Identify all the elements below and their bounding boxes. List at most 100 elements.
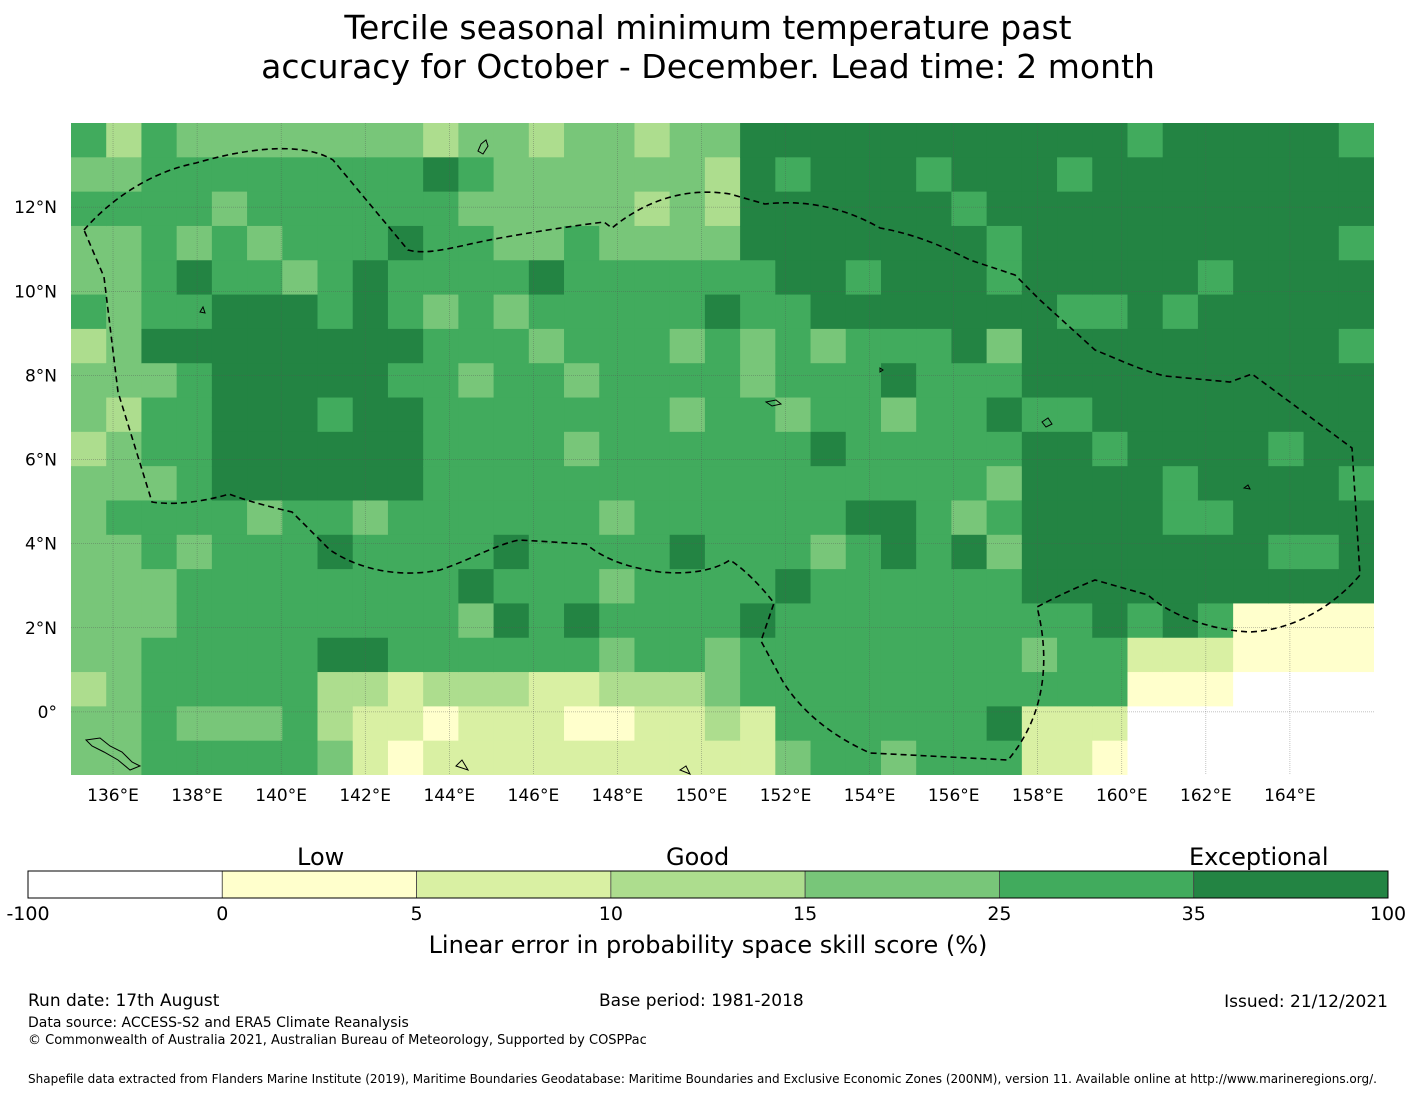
skill-cell — [669, 328, 706, 364]
skill-cell — [71, 603, 107, 639]
skill-cell — [387, 260, 424, 296]
skill-cell — [1338, 603, 1374, 639]
skill-cell — [599, 191, 636, 227]
skill-cell — [247, 534, 283, 570]
skill-cell — [564, 603, 600, 639]
skill-cell — [916, 637, 953, 673]
skill-cell — [528, 466, 565, 502]
skill-cell — [634, 328, 671, 364]
skill-cell — [282, 603, 319, 639]
skill-cell — [599, 260, 636, 296]
skill-cell — [1268, 328, 1305, 364]
skill-cell — [176, 500, 213, 536]
longitude-tick-labels: 136°E 138°E 140°E 142°E 144°E 146°E 148°E 150°E… — [87, 786, 1316, 806]
skill-cell — [634, 225, 671, 261]
skill-cell — [528, 500, 565, 536]
skill-cell — [1162, 328, 1199, 364]
skill-cell — [916, 191, 953, 227]
colorbar-swatch — [27, 870, 223, 899]
skill-cell — [1268, 603, 1305, 639]
skill-cell — [845, 363, 882, 399]
skill-cell — [1092, 397, 1129, 433]
skill-cell — [810, 294, 847, 330]
skill-cell — [352, 363, 389, 399]
skill-cell — [1303, 740, 1340, 775]
skill-cell — [317, 431, 354, 467]
skill-cell — [106, 191, 143, 227]
skill-cell — [599, 466, 636, 502]
skill-cell — [528, 603, 565, 639]
skill-cell — [810, 431, 847, 467]
skill-cell — [1127, 637, 1164, 673]
lon-tick-label: 146°E — [508, 786, 560, 806]
skill-cell — [1057, 603, 1093, 639]
skill-cell — [775, 740, 812, 775]
skill-cell — [528, 363, 565, 399]
skill-cell — [740, 431, 776, 467]
skill-cell — [282, 637, 319, 673]
skill-cell — [1233, 466, 1269, 502]
skill-cell — [458, 569, 495, 605]
skill-cell — [634, 603, 671, 639]
skill-cell — [106, 260, 143, 296]
skill-cell — [1233, 534, 1269, 570]
skill-cell — [1233, 123, 1269, 158]
skill-cell — [669, 123, 706, 158]
skill-cell — [1021, 466, 1058, 502]
skill-cell — [1127, 466, 1164, 502]
skill-cell — [810, 740, 847, 775]
skill-cell — [71, 466, 107, 502]
skill-cell — [352, 637, 389, 673]
colorbar-tick-label: 35 — [1182, 903, 1206, 925]
skill-cell — [387, 534, 424, 570]
skill-cell — [1127, 706, 1164, 742]
skill-cell — [810, 500, 847, 536]
skill-cell — [1197, 294, 1234, 330]
skill-cell — [564, 500, 600, 536]
skill-cell — [493, 431, 530, 467]
skill-cell — [423, 157, 459, 193]
skill-cell — [986, 191, 1023, 227]
skill-cell — [1268, 157, 1305, 193]
skill-cell — [71, 637, 107, 673]
skill-cell — [317, 363, 354, 399]
lon-tick-label: 148°E — [592, 786, 644, 806]
skill-cell — [1268, 225, 1305, 261]
skill-cell — [880, 672, 917, 707]
skill-cell — [176, 466, 213, 502]
skill-cell — [458, 294, 495, 330]
skill-cell — [564, 397, 600, 433]
skill-cell — [1338, 397, 1374, 433]
skill-cell — [986, 431, 1023, 467]
skill-cell — [704, 157, 741, 193]
skill-cell — [423, 397, 459, 433]
skill-cell — [986, 706, 1023, 742]
skill-cell — [141, 500, 178, 536]
skill-cell — [458, 191, 495, 227]
lon-tick-label: 140°E — [255, 786, 307, 806]
skill-cell — [740, 328, 776, 364]
skill-cell — [1057, 569, 1093, 605]
skill-cell — [317, 397, 354, 433]
skill-cell — [423, 363, 459, 399]
skill-cell — [775, 431, 812, 467]
skill-cell — [634, 672, 671, 707]
colorbar-swatch — [610, 870, 806, 899]
skill-cell — [634, 260, 671, 296]
skill-cell — [775, 500, 812, 536]
skill-cell — [775, 637, 812, 673]
skill-cell — [704, 569, 741, 605]
skill-cell — [106, 123, 143, 158]
skill-cell — [211, 397, 248, 433]
skill-cell — [1092, 260, 1129, 296]
skill-cell — [141, 363, 178, 399]
skill-cell — [1092, 603, 1129, 639]
skill-cell — [71, 328, 107, 364]
skill-cell — [458, 637, 495, 673]
skill-cell — [1057, 534, 1093, 570]
skill-cell — [352, 397, 389, 433]
skill-cell — [740, 363, 776, 399]
skill-cell — [880, 569, 917, 605]
skill-cell — [916, 397, 953, 433]
skill-cell — [71, 191, 107, 227]
